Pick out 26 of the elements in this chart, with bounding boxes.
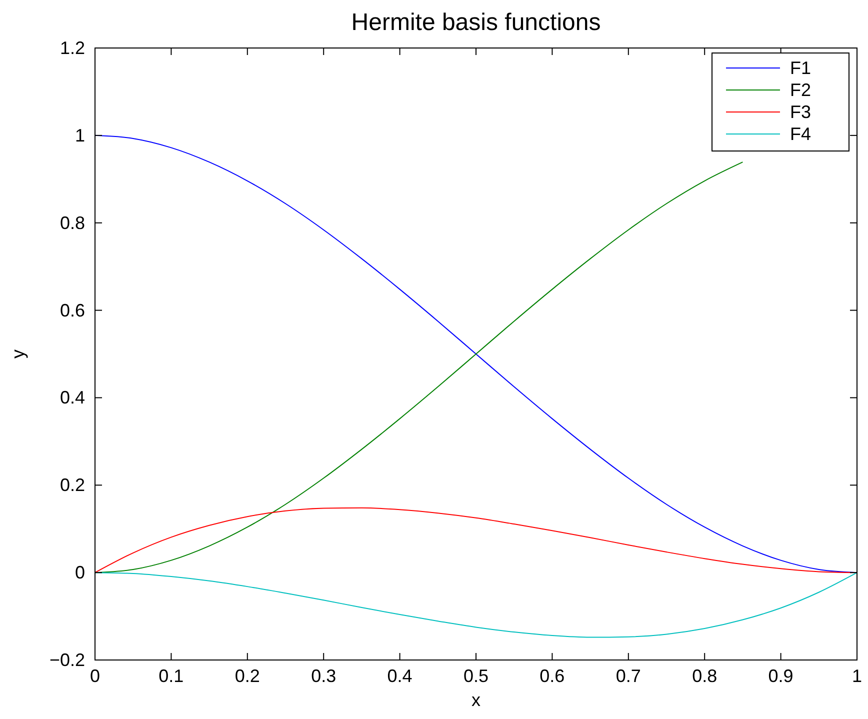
- x-axis-title: x: [472, 690, 480, 710]
- x-tick-label: 0.1: [158, 666, 184, 686]
- x-tick-label: 0.4: [387, 666, 412, 686]
- y-axis-title: y: [8, 350, 28, 358]
- legend-label: F4: [790, 124, 812, 144]
- x-tick-label: 0: [90, 666, 100, 686]
- y-tick-label: −0.2: [49, 650, 85, 670]
- y-tick-label: 0.6: [60, 300, 85, 320]
- y-tick-label: 0.4: [60, 388, 85, 408]
- y-tick-label: 0.2: [60, 475, 85, 496]
- y-tick-label: 1: [74, 125, 85, 146]
- y-tick-label: 1.2: [60, 38, 85, 58]
- chart-title: Hermite basis functions: [351, 9, 601, 36]
- legend-label: F1: [790, 58, 812, 78]
- y-tick-label: 0: [74, 562, 85, 583]
- x-tick-label: 0.8: [692, 666, 718, 686]
- x-tick-label: 0.9: [768, 666, 794, 686]
- x-tick-label: 0.6: [540, 666, 565, 686]
- x-tick-label: 1: [852, 666, 862, 686]
- legend-label: F2: [790, 80, 812, 100]
- y-tick-label: 0.8: [60, 212, 85, 233]
- legend-label: F3: [790, 102, 812, 122]
- x-tick-label: 0.5: [463, 666, 489, 686]
- x-tick-label: 0.2: [234, 666, 260, 686]
- x-tick-label: 0.3: [311, 666, 336, 686]
- x-tick-label: 0.7: [616, 666, 641, 686]
